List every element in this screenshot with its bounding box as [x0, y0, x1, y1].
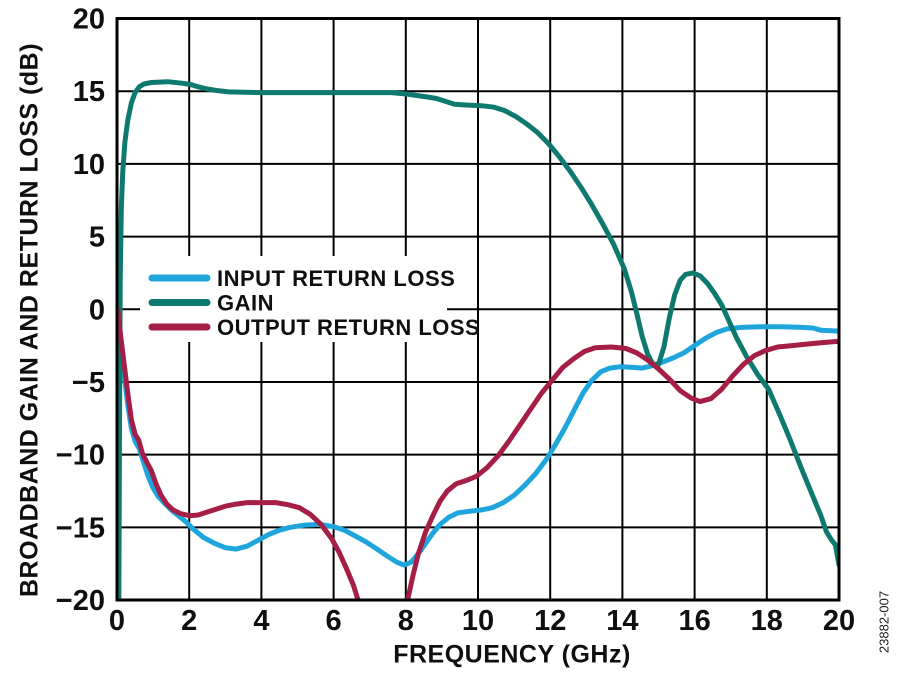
- curve-gain: [117, 79, 839, 600]
- y-tick-label-0: 0: [89, 294, 105, 326]
- x-tick-label-6: 6: [326, 605, 342, 637]
- legend-label-output-return-loss: OUTPUT RETURN LOSS: [217, 315, 480, 340]
- x-tick-label-18: 18: [751, 605, 783, 637]
- x-tick-label-10: 10: [462, 605, 494, 637]
- legend-label-gain: GAIN: [217, 291, 274, 316]
- x-axis-title: FREQUENCY (GHz): [393, 640, 631, 669]
- x-tick-label-4: 4: [253, 605, 269, 637]
- y-tick-label-20: 20: [73, 4, 105, 36]
- x-tick-label-16: 16: [678, 605, 710, 637]
- x-tick-label-14: 14: [606, 605, 638, 637]
- x-tick-label-8: 8: [398, 605, 414, 637]
- legend-label-input-return-loss: INPUT RETURN LOSS: [217, 266, 455, 291]
- figure-number: 23882-007: [876, 590, 892, 654]
- y-tick-label--5: −5: [72, 367, 105, 399]
- y-tick-label-10: 10: [73, 149, 105, 181]
- y-tick-label--20: −20: [56, 585, 105, 617]
- x-tick-label-2: 2: [181, 605, 197, 637]
- curve-output-return-loss: [117, 306, 839, 600]
- y-tick-label-15: 15: [73, 76, 105, 108]
- y-tick-label--10: −10: [56, 440, 105, 472]
- x-tick-label-20: 20: [823, 605, 855, 637]
- x-tick-label-0: 0: [109, 605, 125, 637]
- y-tick-label-5: 5: [89, 222, 105, 254]
- x-tick-label-12: 12: [534, 605, 566, 637]
- y-axis-title: BROADBAND GAIN AND RETURN LOSS (dB): [15, 42, 44, 598]
- plot-frame: [115, 17, 841, 602]
- y-tick-label--15: −15: [56, 512, 105, 544]
